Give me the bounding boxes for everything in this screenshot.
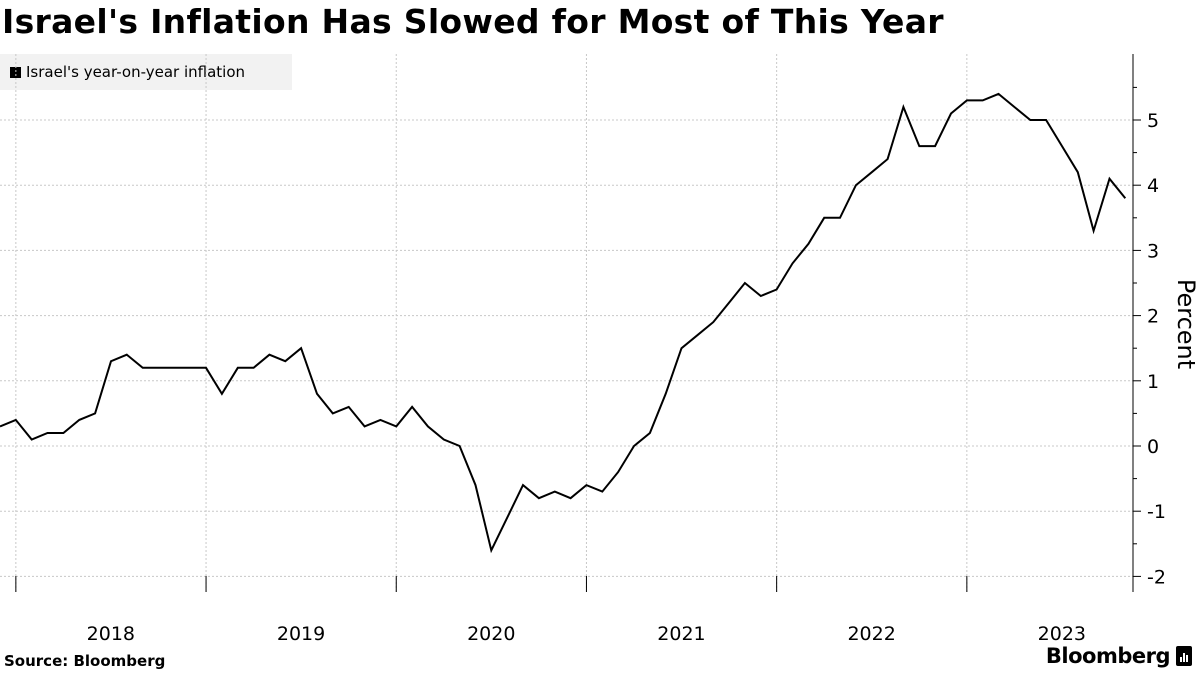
data-point: [395, 425, 397, 427]
data-point: [253, 367, 255, 369]
data-point: [173, 367, 175, 369]
data-point: [570, 497, 572, 499]
data-point: [189, 367, 191, 369]
data-point: [902, 106, 904, 108]
data-point: [855, 184, 857, 186]
data-point: [918, 145, 920, 147]
data-point: [506, 517, 508, 519]
data-point: [268, 354, 270, 356]
source-note: Source: Bloomberg: [4, 652, 166, 670]
grid: [0, 54, 1133, 592]
data-point: [62, 432, 64, 434]
y-tick-label: -2: [1147, 566, 1166, 588]
data-point: [205, 367, 207, 369]
y-tick-label: 0: [1147, 436, 1159, 458]
data-point: [617, 471, 619, 473]
data-point: [237, 367, 239, 369]
data-point: [332, 412, 334, 414]
data-point: [1045, 119, 1047, 121]
data-point: [728, 302, 730, 304]
y-tick-label: 3: [1147, 240, 1159, 262]
data-point: [807, 243, 809, 245]
data-point: [94, 412, 96, 414]
data-point: [776, 289, 778, 291]
data-point: [649, 432, 651, 434]
data-point: [982, 99, 984, 101]
data-point: [712, 321, 714, 323]
data-point: [110, 360, 112, 362]
data-point: [284, 360, 286, 362]
data-point: [744, 282, 746, 284]
y-tick-label: 1: [1147, 371, 1159, 393]
brand-name: Bloomberg: [1045, 644, 1171, 668]
y-tick-label: 5: [1147, 110, 1159, 132]
x-tick-label: 2018: [87, 623, 135, 645]
data-point: [1124, 197, 1126, 199]
data-point: [300, 347, 302, 349]
bloomberg-terminal-icon: [1176, 646, 1192, 666]
data-point: [15, 419, 17, 421]
data-point: [364, 425, 366, 427]
data-point: [554, 491, 556, 493]
data-point: [839, 217, 841, 219]
data-point: [998, 93, 1000, 95]
y-tick-label: 2: [1147, 306, 1159, 328]
data-point: [1109, 178, 1111, 180]
x-tick-label: 2019: [277, 623, 325, 645]
legend-label: Israel's year-on-year inflation: [26, 63, 246, 81]
data-point: [871, 171, 873, 173]
data-point: [31, 438, 33, 440]
data-point: [221, 393, 223, 395]
series-line: [0, 92, 1127, 554]
data-point: [681, 347, 683, 349]
chart-title: Israel's Inflation Has Slowed for Most o…: [2, 2, 944, 41]
data-point: [1029, 119, 1031, 121]
data-point: [443, 438, 445, 440]
y-tick-label: -1: [1147, 501, 1166, 523]
data-point: [411, 406, 413, 408]
data-point: [158, 367, 160, 369]
data-point: [665, 393, 667, 395]
legend: Israel's year-on-year inflation: [0, 54, 292, 90]
data-point: [142, 367, 144, 369]
data-point: [934, 145, 936, 147]
data-point: [585, 484, 587, 486]
data-point: [47, 432, 49, 434]
data-point: [696, 334, 698, 336]
data-point: [475, 484, 477, 486]
data-point: [966, 99, 968, 101]
x-tick-label: 2020: [467, 623, 515, 645]
data-point: [459, 445, 461, 447]
x-tick-label: 2021: [657, 623, 705, 645]
data-point: [633, 445, 635, 447]
data-point: [1077, 171, 1079, 173]
data-point: [760, 295, 762, 297]
data-point: [887, 158, 889, 160]
data-point: [490, 549, 492, 551]
data-point: [522, 484, 524, 486]
data-point: [78, 419, 80, 421]
brand-logo: Bloomberg: [1046, 644, 1192, 668]
data-point: [792, 262, 794, 264]
data-point: [950, 112, 952, 114]
data-point: [1093, 230, 1095, 232]
data-point: [316, 393, 318, 395]
x-tick-label: 2022: [847, 623, 895, 645]
x-axis: 2018 2019 2020 2021 2022 2023: [15, 576, 1086, 645]
data-point: [379, 419, 381, 421]
data-point: [126, 354, 128, 356]
data-point: [427, 425, 429, 427]
data-point: [823, 217, 825, 219]
data-point: [601, 491, 603, 493]
data-point: [348, 406, 350, 408]
data-point: [538, 497, 540, 499]
y-axis: -2 -1 0 1 2 3 4 5: [1132, 54, 1166, 592]
y-axis-label: Percent: [1172, 279, 1200, 369]
y-tick-label: 4: [1147, 175, 1159, 197]
data-point: [1061, 145, 1063, 147]
data-point: [1013, 106, 1015, 108]
series-layer: [0, 92, 1127, 554]
x-tick-label: 2023: [1038, 623, 1086, 645]
